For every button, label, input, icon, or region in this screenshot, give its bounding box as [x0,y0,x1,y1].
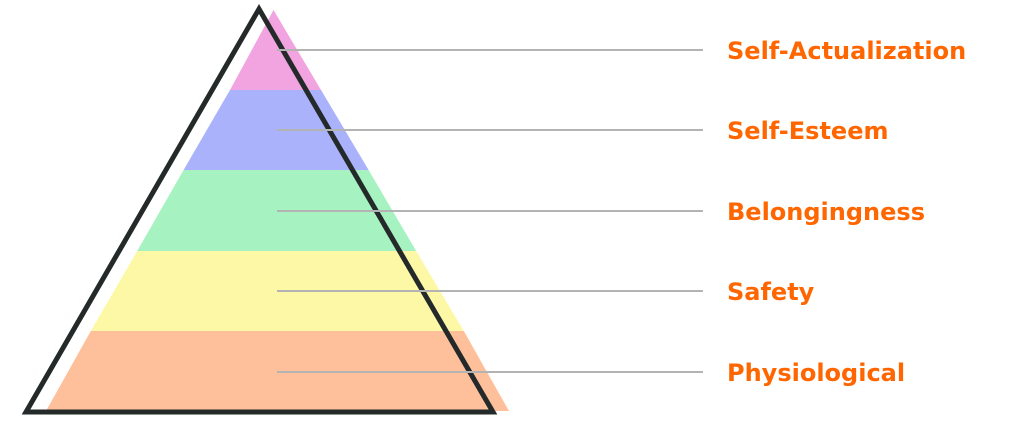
band-belongingness [137,170,417,251]
band-self-actualization [230,10,321,90]
label-safety: Safety [727,278,815,306]
label-self-esteem: Self-Esteem [727,117,888,145]
label-physiological: Physiological [727,359,905,387]
label-belongingness: Belongingness [727,198,925,226]
level-labels: Self-Actualization Self-Esteem Belonging… [727,37,966,387]
label-self-actualization: Self-Actualization [727,37,966,65]
leader-lines [277,49,703,373]
band-self-esteem [183,90,369,170]
